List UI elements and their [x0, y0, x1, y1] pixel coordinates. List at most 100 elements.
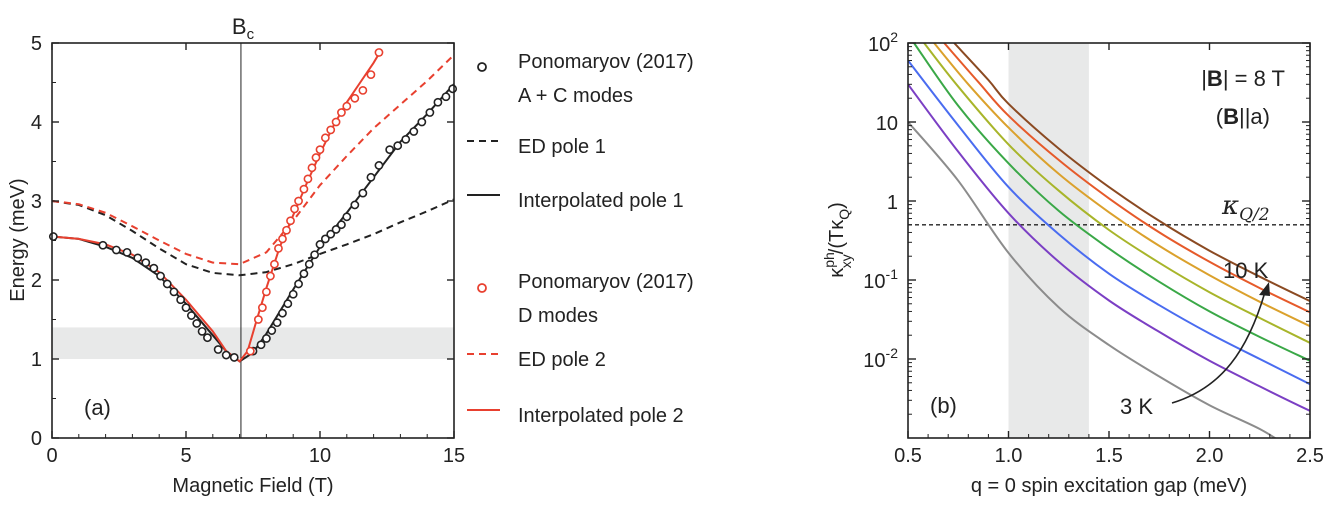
x-tick-label: 15	[443, 445, 465, 467]
data-point	[303, 174, 313, 184]
data-point	[433, 97, 443, 107]
panel-b: 0.5 1.0 1.5 2.0 2.5 102 10 1 10-1 10-2 q = 0 spin…	[821, 29, 1324, 497]
ylabel-rest-close: )	[826, 202, 848, 209]
data-point	[261, 287, 271, 297]
data-point	[366, 70, 376, 79]
data-point	[315, 145, 325, 155]
x-tick-label: 2.5	[1296, 445, 1324, 467]
legend-label-line2: A + C modes	[518, 85, 633, 107]
ylabel-kappa: κ	[826, 267, 848, 278]
data-point	[221, 350, 231, 360]
legend-item: Ponomaryov (2017) A + C modes	[477, 51, 694, 107]
data-point	[409, 127, 419, 136]
data-point	[326, 125, 336, 135]
data-point	[448, 84, 458, 94]
reference-line-label: κQ/2	[1221, 191, 1270, 225]
data-point	[176, 295, 186, 305]
panel-a: 0 5 10 15 0 1 2 3 4 5 Magnetic Field (T) Energy (…	[7, 14, 694, 497]
data-point	[342, 212, 352, 222]
data-point	[337, 108, 346, 117]
data-point	[141, 258, 151, 268]
data-point	[358, 86, 368, 95]
data-point	[294, 279, 303, 289]
panel-b-frame	[907, 42, 1311, 439]
y-tick-label: 10-2	[863, 345, 898, 372]
panel-b-label: (b)	[930, 393, 957, 418]
y-tick-label: 5	[31, 33, 42, 55]
data-point	[401, 134, 411, 144]
y-tick-label: 0	[31, 428, 42, 450]
data-point	[350, 93, 360, 103]
x-tick-label: 1.0	[995, 445, 1023, 467]
x-tick-label: 10	[309, 445, 331, 467]
data-point	[326, 229, 336, 239]
x-tick-label: 1.5	[1095, 445, 1123, 467]
legend-item: Interpolated pole 1	[467, 190, 684, 212]
legend-label: Ponomaryov (2017)	[518, 271, 694, 293]
data-point	[48, 232, 58, 241]
data-point	[304, 259, 314, 269]
data-point	[162, 279, 172, 289]
data-point	[299, 269, 309, 279]
data-point	[385, 145, 395, 155]
panel-a-xlabel: Magnetic Field (T)	[172, 475, 333, 497]
data-point	[417, 117, 427, 127]
panel-a-legend: Ponomaryov (2017) A + C modes ED pole 1 Int…	[467, 51, 694, 427]
data-point	[267, 326, 277, 335]
data-point	[320, 133, 330, 143]
data-point	[358, 188, 368, 198]
data-point	[203, 333, 212, 343]
critical-field-subscript: c	[247, 26, 255, 43]
data-point	[261, 334, 271, 343]
legend-marker	[477, 62, 487, 72]
data-point	[441, 92, 451, 102]
legend-label: Interpolated pole 1	[518, 190, 684, 212]
field-annotation-line1: |B| = 8 T	[1201, 66, 1285, 91]
data-point	[315, 240, 325, 249]
kappa-curve-4K	[908, 83, 1310, 412]
data-point	[272, 318, 282, 328]
legend-item: ED pole 1	[467, 136, 606, 158]
data-point	[149, 263, 159, 273]
data-point	[111, 245, 121, 255]
data-point	[374, 48, 384, 57]
critical-field-symbol: B	[232, 14, 247, 39]
y-tick-label: 10	[876, 113, 898, 135]
data-point	[156, 271, 165, 281]
data-point	[282, 225, 291, 235]
x-tick-label: 2.0	[1196, 445, 1224, 467]
data-point	[278, 308, 287, 318]
y-tick-label: 4	[31, 112, 42, 134]
panel-a-frame	[51, 42, 455, 439]
data-point	[425, 108, 435, 117]
panel-b-shaded-band	[1008, 43, 1089, 438]
legend-item: Interpolated pole 2	[467, 405, 684, 427]
series-line-4	[51, 54, 455, 266]
ylabel-rest: /(Tκ	[826, 219, 848, 254]
panel-b-ylabel: κphxy/(TκQ)	[821, 202, 854, 278]
legend-label: ED pole 2	[518, 349, 606, 371]
data-point	[374, 161, 384, 170]
legend-marker	[477, 283, 487, 293]
y-tick-label: 3	[31, 191, 42, 213]
data-point	[350, 200, 360, 210]
data-point	[278, 234, 287, 244]
kappa-curve-3K	[908, 121, 1277, 438]
data-point	[257, 303, 267, 313]
data-point	[197, 326, 207, 336]
x-tick-label: 5	[180, 445, 191, 467]
data-point	[331, 225, 341, 234]
data-point	[320, 234, 330, 244]
data-point	[274, 243, 283, 253]
y-tick-label: 1	[31, 349, 42, 371]
critical-field-label: Bc	[232, 14, 255, 43]
y-tick-label: 102	[868, 29, 898, 56]
data-point	[337, 220, 346, 230]
kappa-curve-8K	[933, 43, 1310, 328]
data-point	[286, 216, 295, 226]
data-point	[229, 353, 239, 362]
data-point	[310, 250, 320, 260]
data-point	[307, 163, 317, 173]
data-point	[169, 287, 179, 297]
